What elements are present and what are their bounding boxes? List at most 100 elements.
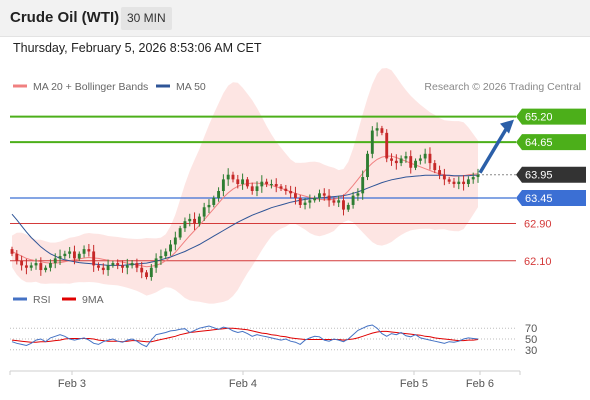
candle-body	[284, 188, 288, 191]
candle-body	[462, 181, 466, 185]
rsi-tick-50: 50	[525, 334, 537, 346]
candle-body	[250, 186, 254, 191]
candle-body	[385, 132, 389, 159]
timeframe-badge[interactable]: 30 MIN	[121, 7, 172, 30]
research-credit: Research © 2026 Trading Central	[424, 81, 581, 93]
level-tag-65-20	[516, 108, 586, 125]
candle-body	[106, 265, 110, 271]
candle-body	[217, 191, 221, 198]
candle-body	[178, 228, 182, 238]
rsi-legend-label: RSI	[33, 294, 51, 306]
candle-body	[97, 265, 100, 268]
level-label-62-90: 62.90	[524, 219, 552, 231]
candle-body	[370, 130, 374, 154]
candle-body	[327, 195, 331, 201]
candle-body	[130, 263, 134, 266]
candle-body	[169, 244, 172, 252]
candle-body	[269, 184, 273, 186]
level-tag-64-65	[516, 134, 586, 151]
candle-body	[101, 267, 105, 271]
candle-body	[332, 200, 336, 203]
candle-body	[241, 179, 245, 185]
candle-body	[274, 184, 278, 187]
candle-body	[265, 181, 269, 185]
candle-body	[82, 249, 86, 254]
candle-body	[48, 263, 52, 268]
candle-body	[308, 200, 312, 203]
bollinger-bands	[12, 68, 478, 304]
level-tag-63-95	[516, 166, 586, 183]
candle-body	[245, 179, 249, 187]
candle-body	[423, 153, 427, 159]
candle-body	[149, 267, 153, 278]
candle-body	[193, 218, 196, 224]
candle-body	[303, 202, 307, 205]
candle-body	[15, 253, 19, 261]
candle-body	[318, 193, 321, 198]
candle-body	[236, 179, 240, 185]
candle-body	[116, 263, 120, 266]
candle-body	[10, 249, 14, 254]
candle-body	[39, 263, 43, 271]
candle-body	[289, 191, 293, 194]
candle-body	[313, 197, 317, 201]
candle-body	[34, 263, 38, 266]
chart-header: Crude Oil (WTI) 30 MIN	[0, 0, 590, 37]
candle-body	[29, 265, 33, 268]
candle-body	[135, 263, 139, 268]
rsi-ma-legend-label: 9MA	[82, 294, 104, 306]
candle-body	[414, 160, 417, 168]
candle-body	[53, 258, 57, 264]
ma20-legend-label: MA 20 + Bollinger Bands	[33, 81, 148, 93]
forecast-arrow-head	[500, 119, 514, 134]
level-labels: 65.20 64.65 63.95 63.45 62.90 62.10	[516, 108, 586, 268]
candle-body	[298, 197, 302, 205]
forecast-arrow	[478, 119, 514, 174]
candle-body	[375, 128, 379, 131]
ma50-legend-label: MA 50	[176, 81, 206, 93]
candle-body	[140, 267, 144, 273]
candle-body	[207, 204, 211, 208]
candle-body	[337, 200, 341, 203]
symbol-title: Crude Oil (WTI)	[10, 9, 120, 26]
level-label-62-10: 62.10	[524, 256, 552, 268]
candle-body	[20, 260, 24, 266]
candle-body	[231, 174, 235, 180]
candle-body	[92, 251, 96, 266]
candle-body	[351, 195, 355, 205]
bollinger-band-fill	[12, 68, 478, 304]
candle-body	[121, 265, 124, 268]
level-label-65-20: 65.20	[525, 112, 553, 124]
candle-body	[418, 158, 422, 161]
candle-body	[404, 156, 408, 159]
candle-body	[63, 253, 67, 257]
candle-body	[77, 253, 81, 259]
forecast-arrow-shaft	[478, 126, 509, 174]
candle-body	[197, 216, 201, 224]
level-label-63-95: 63.95	[525, 170, 553, 182]
candle-body	[44, 267, 48, 271]
time-tick-label: Feb 3	[58, 378, 86, 390]
candle-body	[145, 272, 148, 278]
time-tick-label: Feb 5	[400, 378, 428, 390]
rsi-legend: RSI 9MA	[13, 294, 104, 306]
time-axis: Feb 3 Feb 4 Feb 5 Feb 6	[9, 370, 521, 390]
rsi-tick-70: 70	[525, 323, 537, 335]
candle-body	[125, 265, 129, 268]
candle-body	[154, 258, 158, 268]
candle-body	[188, 218, 192, 222]
candle-body	[433, 163, 437, 171]
candle-body	[87, 249, 91, 252]
candle-body	[255, 186, 259, 191]
candle-body	[173, 237, 177, 245]
candle-body	[202, 207, 206, 217]
candle-body	[466, 179, 470, 185]
timestamp: Thursday, February 5, 2026 8:53:06 AM CE…	[13, 41, 262, 55]
candle-body	[260, 181, 264, 187]
candle-body	[346, 204, 350, 210]
candle-body	[399, 158, 403, 164]
time-tick-label: Feb 6	[466, 378, 494, 390]
